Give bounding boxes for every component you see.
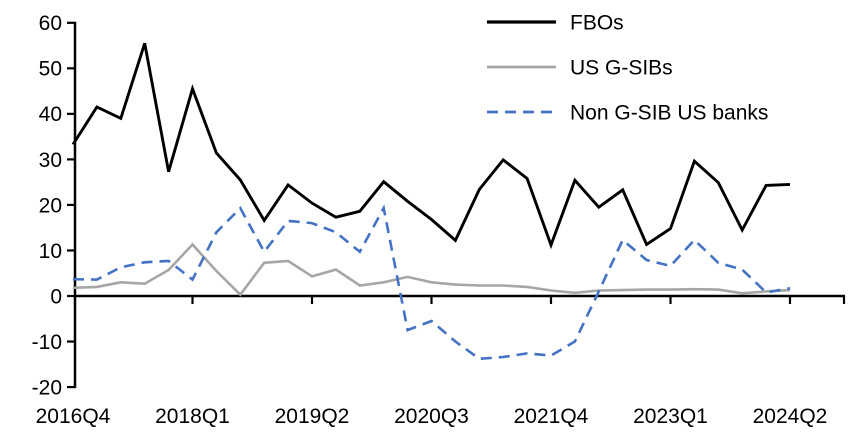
x-tick-label: 2021Q4 bbox=[514, 405, 589, 428]
x-tick-label: 2016Q4 bbox=[36, 405, 111, 428]
x-tick-label: 2024Q2 bbox=[753, 405, 828, 428]
y-tick-label: -20 bbox=[32, 376, 62, 399]
y-tick-label: 60 bbox=[39, 12, 62, 35]
x-tick-label: 2023Q1 bbox=[633, 405, 708, 428]
fbos-line bbox=[71, 42, 791, 250]
legend-label-non-gsib: Non G-SIB US banks bbox=[570, 101, 768, 124]
y-tick-label: -10 bbox=[32, 331, 62, 354]
legend-label-us-gsibs: US G-SIBs bbox=[570, 56, 673, 79]
series-lines bbox=[71, 42, 791, 361]
us-gsibs-line bbox=[72, 242, 791, 297]
x-tick-label: 2020Q3 bbox=[394, 405, 469, 428]
axes: 60 50 40 30 20 10 0 -10 -20 2016Q4 2018Q1 2019Q2 202… bbox=[32, 12, 846, 428]
y-tick-label: 50 bbox=[39, 58, 62, 81]
legend: FBOs US G-SIBs Non G-SIB US banks bbox=[487, 11, 768, 124]
y-tick-label: 10 bbox=[39, 240, 62, 263]
y-tick-label: 30 bbox=[39, 149, 62, 172]
y-tick-label: 20 bbox=[39, 194, 62, 217]
x-tick-label: 2019Q2 bbox=[275, 405, 350, 428]
y-tick-label: 40 bbox=[39, 103, 62, 126]
x-tick-label: 2018Q1 bbox=[155, 405, 230, 428]
non-gsib-us-banks-line bbox=[72, 204, 791, 361]
legend-label-fbos: FBOs bbox=[570, 11, 624, 34]
y-tick-label: 0 bbox=[50, 285, 62, 308]
